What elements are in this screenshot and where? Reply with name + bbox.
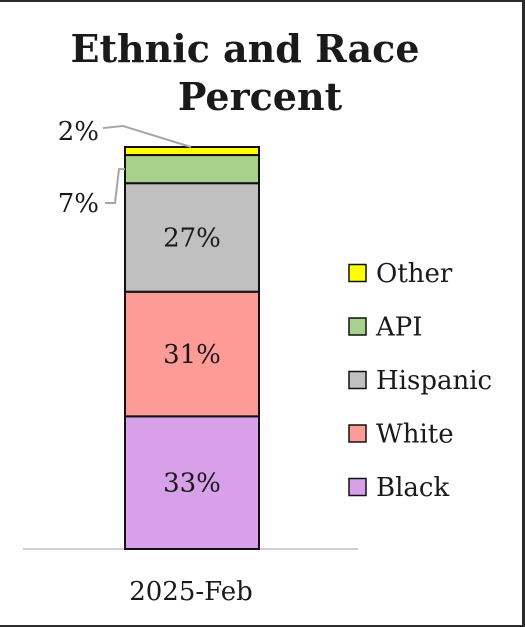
data-labels: 33% 31% 27% 7% 2%: [58, 117, 221, 499]
legend-swatch-white: [348, 424, 367, 443]
legend-item-other: Other: [348, 259, 453, 289]
legend-swatch-api: [348, 317, 367, 336]
legend-label-api: API: [375, 313, 423, 343]
data-label-hispanic: 27%: [163, 223, 221, 253]
legend-swatch-hispanic: [348, 370, 367, 390]
data-label-white: 31%: [163, 340, 221, 370]
legend-item-white: White: [348, 420, 454, 450]
bar-segment-black: [124, 415, 260, 550]
legend-label-black: Black: [376, 473, 449, 503]
bar-segment-hispanic: [124, 182, 260, 293]
bar-segments: [124, 146, 260, 550]
legend-label-white: White: [376, 420, 454, 450]
legend: Other API Hispanic White Black: [348, 259, 492, 503]
chart-title-line-1: Ethnic and Race: [70, 26, 419, 71]
legend-item-black: Black: [348, 473, 449, 503]
leader-line-other: [102, 124, 192, 148]
chart-title: Ethnic and Race Percent: [70, 26, 419, 119]
bar-segment-other: [124, 146, 260, 157]
data-label-api: 7%: [58, 189, 99, 219]
legend-label-other: Other: [376, 259, 453, 289]
legend-label-hispanic: Hispanic: [376, 366, 492, 396]
leader-line-api: [105, 168, 125, 204]
x-tick-label: 2025-Feb: [129, 577, 253, 607]
legend-swatch-other: [348, 263, 367, 283]
data-label-black: 33%: [163, 469, 221, 499]
legend-swatch-black: [348, 477, 367, 497]
legend-item-api: API: [348, 313, 423, 343]
data-label-other: 2%: [58, 117, 99, 147]
legend-item-hispanic: Hispanic: [348, 366, 492, 396]
chart-title-line-2: Percent: [178, 74, 343, 119]
bar-segment-api: [124, 154, 260, 185]
leader-lines: [102, 124, 192, 204]
